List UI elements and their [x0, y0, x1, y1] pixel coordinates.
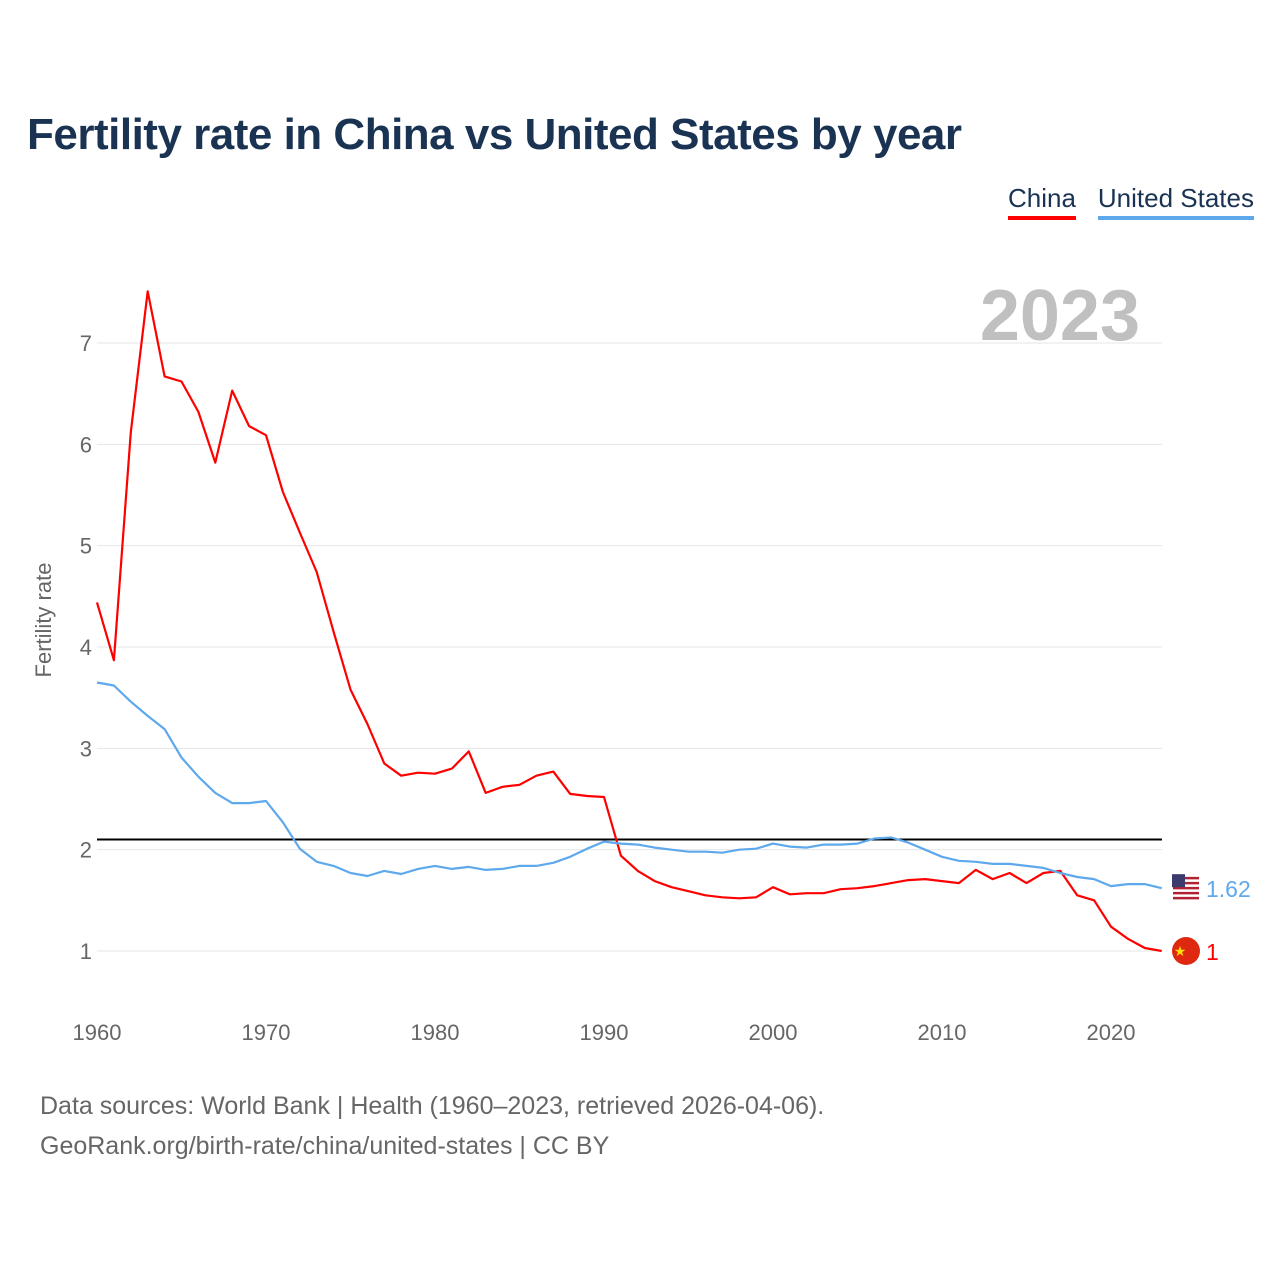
x-tick-label: 1960	[73, 1020, 122, 1045]
year-label: 2023	[980, 276, 1140, 356]
source-link[interactable]: GeoRank.org/birth-rate/china/united-stat…	[40, 1132, 610, 1160]
flag-star: ★	[1174, 943, 1187, 959]
x-tick-label: 1990	[580, 1020, 629, 1045]
y-tick-label: 6	[80, 432, 92, 457]
chart-title: Fertility rate in China vs United States…	[27, 110, 962, 159]
y-tick-label: 5	[80, 534, 92, 559]
series-line-china	[95, 290, 1162, 953]
legend-united-states[interactable]: United States	[1097, 183, 1254, 220]
y-tick-label: 2	[80, 838, 92, 863]
y-tick-label: 1	[80, 939, 92, 964]
x-tick-label: 2010	[918, 1020, 967, 1045]
series-line-united-states	[96, 681, 1162, 890]
x-tick-label: 1970	[242, 1020, 291, 1045]
y-axis-label: Fertility rate	[31, 563, 56, 678]
footer: Data sources: World Bank | Health (1960–…	[40, 1086, 824, 1166]
data-source: Data sources: World Bank | Health (1960–…	[40, 1092, 825, 1120]
flag-canton	[1172, 874, 1185, 888]
end-label-united-states: 1.62	[1206, 876, 1251, 902]
x-tick-label: 2020	[1087, 1020, 1136, 1045]
end-label-china: 1	[1206, 939, 1219, 965]
y-tick-label: 3	[80, 736, 92, 761]
x-tick-label: 2000	[749, 1020, 798, 1045]
y-tick-label: 4	[80, 635, 92, 660]
flag-icon-china	[1172, 937, 1200, 965]
legend-china[interactable]: China	[1007, 183, 1076, 220]
legend: China United States	[1007, 183, 1254, 220]
x-tick-label: 1980	[411, 1020, 460, 1045]
y-tick-label: 7	[80, 331, 92, 356]
